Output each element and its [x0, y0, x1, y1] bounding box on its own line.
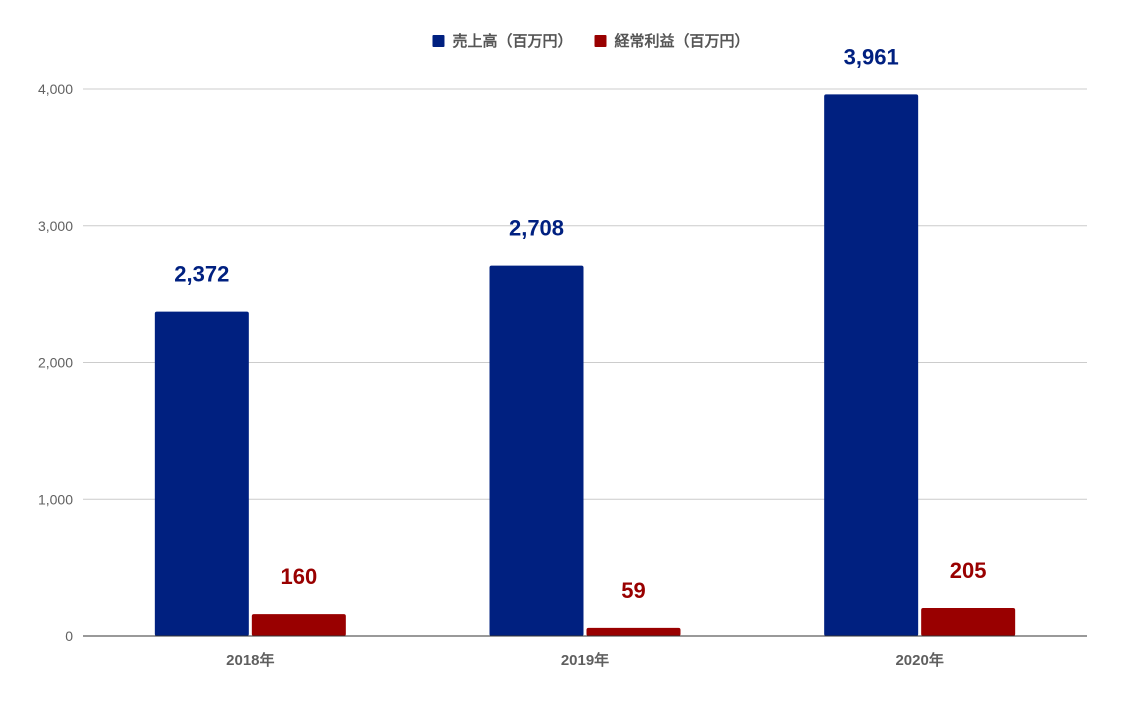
bars: [154, 94, 1016, 636]
bar-series-2: [586, 627, 681, 636]
data-label: 59: [621, 578, 645, 603]
x-tick-label: 2019年: [561, 651, 609, 669]
gridlines: [83, 88, 1087, 500]
legend-label: 売上高（百万円）: [452, 32, 572, 50]
legend-label: 経常利益（百万円）: [615, 32, 750, 50]
data-label: 205: [950, 558, 987, 583]
bar-series-1: [154, 311, 249, 636]
bar-series-1: [824, 94, 919, 636]
data-label: 2,372: [174, 262, 229, 287]
y-tick-label: 4,000: [38, 81, 73, 97]
legend-swatch: [594, 35, 607, 47]
y-tick-label: 3,000: [38, 218, 73, 234]
x-tick-label: 2020年: [895, 651, 943, 669]
data-label: 2,708: [509, 216, 564, 241]
x-tick-label: 2018年: [226, 651, 274, 669]
data-labels: 2,372 160 2,708 59 3,961 205: [174, 44, 986, 603]
legend: 売上高（百万円） 経常利益（百万円）: [432, 32, 750, 50]
y-tick-label: 2,000: [38, 355, 73, 371]
bar-series-2: [921, 607, 1016, 636]
legend-item: 経常利益（百万円）: [594, 32, 750, 50]
data-label: 3,961: [844, 44, 899, 69]
bar-series-1: [489, 265, 584, 636]
legend-swatch: [432, 35, 445, 47]
y-tick-label: 1,000: [38, 491, 73, 507]
data-label: 160: [280, 564, 317, 589]
legend-item: 売上高（百万円）: [432, 32, 573, 50]
y-tick-label: 0: [65, 628, 73, 644]
axes: 0 1,000 2,000 3,000 4,000 2018年 2019年 2020年: [38, 81, 1087, 669]
bar-series-2: [251, 614, 346, 636]
